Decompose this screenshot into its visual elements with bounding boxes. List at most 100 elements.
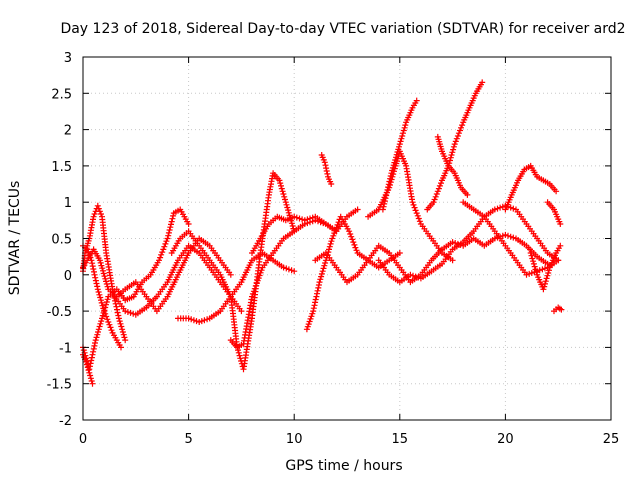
data-point [528, 270, 535, 276]
x-tick-label: 5 [184, 432, 192, 447]
series-track-9 [227, 217, 340, 351]
y-tick-label: 2.5 [51, 87, 72, 102]
data-point [117, 320, 124, 327]
data-point [322, 260, 329, 266]
data-point [162, 240, 169, 247]
data-point [398, 135, 405, 142]
data-point [350, 239, 357, 246]
x-axis-label: GPS time / hours [285, 458, 402, 474]
series-track-21 [527, 242, 564, 293]
data-point [104, 316, 111, 323]
series-track-23 [551, 304, 565, 315]
data-point [104, 296, 111, 303]
data-point [348, 233, 355, 240]
data-point [386, 178, 393, 185]
data-point [540, 286, 547, 293]
data-point [523, 271, 530, 278]
data-point [107, 324, 114, 331]
data-point [307, 215, 313, 222]
data-point [401, 124, 408, 131]
data-point [352, 244, 359, 251]
series-track-17 [434, 133, 471, 198]
data-point [312, 296, 319, 303]
series-track-12 [318, 152, 335, 187]
y-tick-label: 0 [64, 269, 72, 284]
data-point [319, 268, 326, 275]
data-point [291, 268, 298, 275]
data-point [320, 265, 327, 272]
data-point [103, 313, 110, 320]
data-point [351, 241, 358, 248]
data-point [119, 326, 126, 333]
data-point [84, 246, 91, 253]
data-point [101, 308, 108, 315]
data-point [412, 207, 419, 214]
y-tick-label: 1 [64, 196, 72, 211]
data-point [299, 216, 306, 223]
data-point [411, 204, 418, 211]
data-point [157, 254, 164, 261]
data-point [258, 267, 265, 274]
data-point [158, 251, 165, 258]
data-point [347, 231, 354, 237]
data-point [103, 299, 110, 305]
data-point [227, 271, 234, 278]
data-point [334, 221, 341, 228]
data-point [479, 79, 486, 86]
data-point [557, 221, 564, 227]
data-point [95, 289, 102, 295]
data-point [545, 270, 552, 276]
data-point [88, 357, 95, 364]
data-point [388, 170, 395, 177]
data-point [451, 141, 458, 148]
data-point [328, 238, 335, 245]
data-point [557, 242, 564, 249]
data-point [450, 146, 457, 153]
data-point [86, 369, 93, 376]
series-track-4 [80, 242, 124, 351]
y-tick-label: 2 [64, 124, 72, 139]
data-point [326, 243, 333, 250]
data-point [412, 273, 419, 280]
y-tick-label: -1.5 [47, 378, 72, 393]
data-point [95, 326, 102, 333]
data-point [448, 152, 455, 158]
data-point [236, 352, 243, 359]
data-point [115, 315, 122, 322]
x-tick-label: 0 [79, 432, 87, 447]
data-point [97, 294, 104, 301]
data-point [168, 221, 174, 228]
data-point [353, 247, 360, 254]
data-point [330, 232, 337, 239]
data-point [453, 135, 460, 142]
data-point [528, 252, 535, 259]
data-point [450, 143, 457, 150]
data-point [118, 323, 125, 330]
data-point [510, 205, 517, 212]
data-point [389, 164, 396, 171]
x-tick-label: 15 [392, 432, 409, 447]
data-point [92, 340, 98, 346]
data-point [120, 331, 127, 338]
data-point [277, 180, 284, 187]
series-track-2 [80, 202, 129, 344]
data-point [85, 249, 92, 256]
data-point [282, 196, 288, 203]
data-point [278, 182, 284, 189]
data-point [327, 240, 334, 247]
data-point [452, 138, 459, 145]
series-track-22 [544, 199, 564, 227]
data-point [542, 278, 549, 285]
data-point [279, 188, 286, 195]
data-point [90, 348, 97, 355]
data-point [249, 293, 255, 300]
data-point [278, 185, 285, 192]
series-track-19 [460, 199, 562, 278]
data-point [98, 299, 105, 306]
data-point [90, 213, 97, 220]
data-point [546, 267, 552, 274]
data-point [533, 269, 540, 276]
data-point [455, 130, 462, 137]
data-point [346, 228, 353, 235]
data-point [127, 309, 134, 316]
